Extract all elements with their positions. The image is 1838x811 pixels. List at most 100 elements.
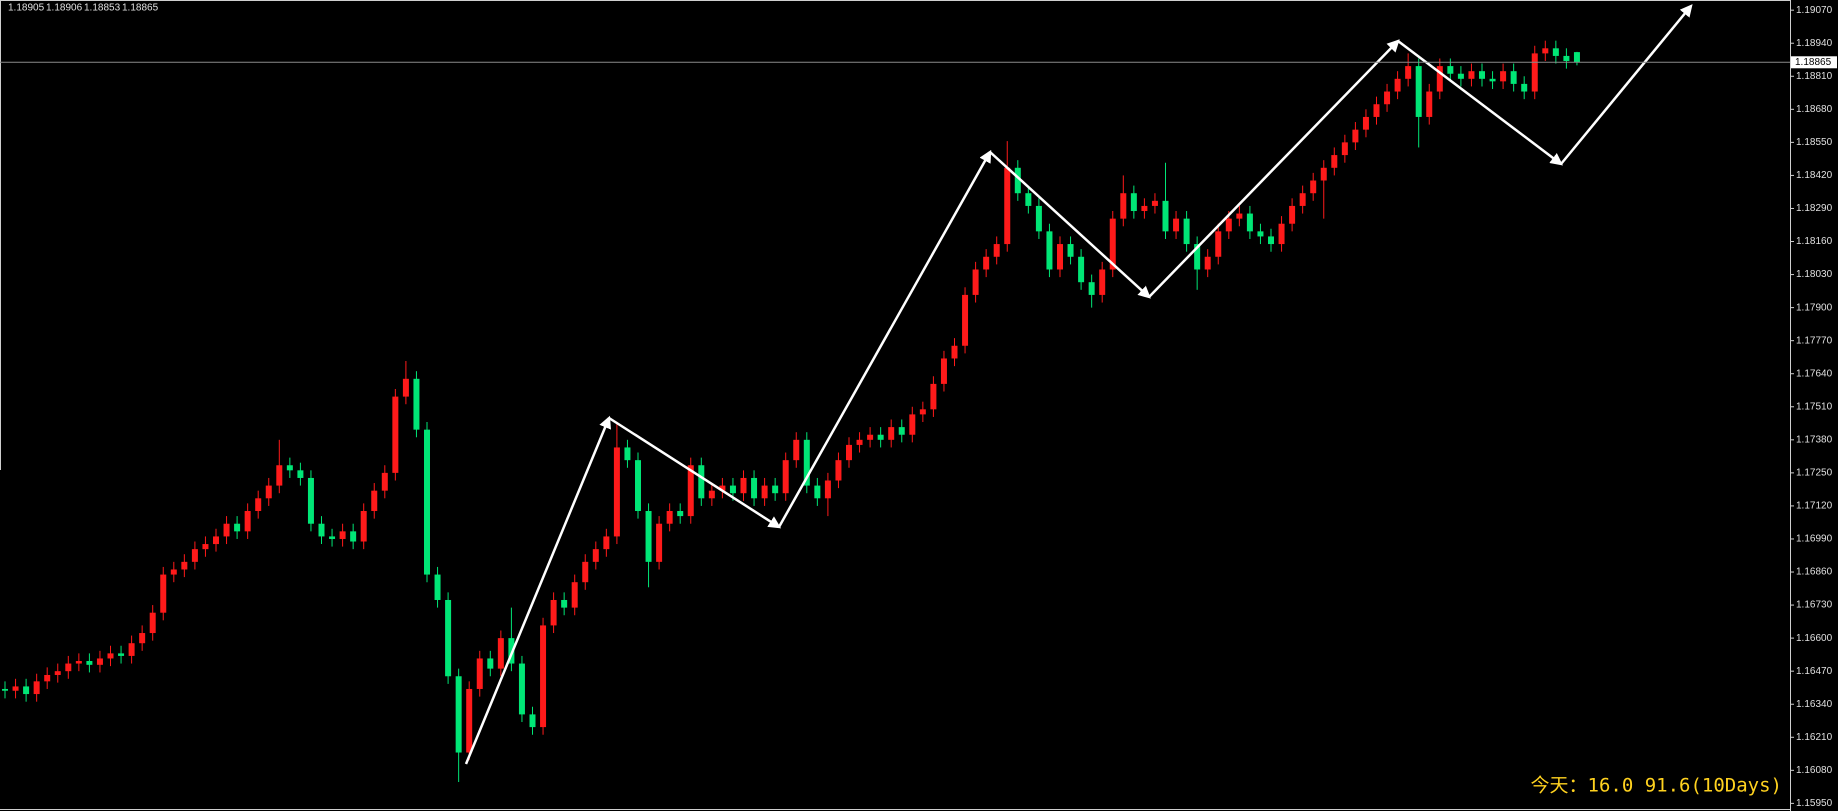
candle-body [550, 599, 557, 626]
candle-body [1405, 66, 1412, 79]
y-tick-label: 1.16470 [1796, 666, 1833, 677]
candle-body [856, 439, 863, 445]
candle-body [244, 511, 251, 532]
candle-body [1278, 223, 1285, 245]
candle-body [719, 485, 726, 491]
candle-body [160, 574, 167, 613]
ohlc-header: 1.18905 1.18906 1.18853 1.18865 [8, 3, 159, 14]
y-tick-label: 1.16990 [1796, 534, 1833, 545]
candle-body [65, 663, 72, 672]
candle-body [1563, 55, 1570, 62]
arrow [989, 151, 1151, 299]
candle-body [1426, 91, 1433, 117]
candle-body [1004, 167, 1011, 245]
candle-body [1362, 116, 1369, 130]
candle-body [1014, 167, 1021, 194]
candle-body [297, 470, 304, 478]
y-tick-label: 1.16860 [1796, 567, 1833, 578]
candle-body [1067, 244, 1074, 257]
y-tick-label: 1.19070 [1796, 5, 1833, 16]
candle-body [666, 511, 673, 524]
candle-body [1500, 71, 1507, 82]
candle-body [708, 490, 715, 499]
candle-body [1384, 91, 1391, 105]
candle-body [993, 244, 1000, 257]
candle-body [149, 612, 156, 634]
candle-body [518, 663, 525, 715]
candle-body [793, 439, 800, 461]
candle-body [635, 460, 641, 512]
candle-body [445, 599, 452, 677]
arrow [608, 416, 782, 529]
candle-body [603, 536, 610, 550]
candle-body [1088, 282, 1095, 295]
candle-body [1299, 193, 1306, 206]
candle-body [677, 511, 684, 517]
candle-body [1246, 213, 1253, 232]
candle-body [1373, 104, 1380, 117]
y-tick-label: 1.16210 [1796, 732, 1833, 743]
candle-body [919, 409, 926, 415]
zigzag-arrows [464, 4, 1693, 765]
y-tick-label: 1.18290 [1796, 203, 1833, 214]
candle-body [930, 383, 937, 410]
candle-body [96, 658, 103, 665]
candle-body [1531, 53, 1538, 92]
candle-body [1183, 218, 1190, 245]
candle-body [23, 686, 30, 695]
candle-body [1236, 213, 1243, 219]
candle-body [350, 531, 357, 542]
candles [2, 40, 1580, 783]
candle-body [962, 294, 969, 346]
candle-body [624, 447, 631, 461]
candle-body [1457, 73, 1464, 79]
y-tick-label: 1.15950 [1796, 798, 1833, 809]
candle-body [909, 414, 916, 435]
candle-body [86, 661, 93, 665]
candle-body [170, 569, 177, 575]
candle-body [782, 460, 789, 494]
candle-body [1046, 231, 1053, 270]
candle-body [318, 523, 325, 537]
candle-body [1194, 244, 1201, 270]
candle-body [223, 523, 230, 537]
candle-body [118, 653, 125, 656]
candle-body [898, 427, 905, 435]
candle-body [772, 485, 779, 494]
ohlc-close: 1.18865 [122, 3, 159, 14]
candle-body [1215, 231, 1222, 257]
candle-body [1120, 193, 1127, 219]
candle-body [1352, 129, 1359, 143]
candle-body [1141, 205, 1148, 212]
candle-body [1542, 48, 1549, 54]
candle-body [33, 681, 40, 695]
candle-body [1331, 155, 1338, 168]
candle-body [54, 671, 61, 675]
candle-body [360, 511, 367, 542]
candle-body [286, 465, 293, 471]
annotation: 今天：16.0 91.6(10Days) [1531, 775, 1782, 797]
y-tick-label: 1.16340 [1796, 699, 1833, 710]
candle-body [1035, 205, 1042, 232]
y-tick-label: 1.16600 [1796, 633, 1833, 644]
candle-body [1025, 193, 1032, 206]
candle-body [940, 358, 947, 384]
candle-body [867, 434, 874, 440]
candle-body [529, 714, 536, 728]
candle-body [613, 447, 620, 537]
candle-body [191, 549, 198, 562]
candle-body [265, 485, 272, 499]
current-price-label: 1.18865 [1795, 57, 1832, 68]
candle-body [424, 429, 430, 575]
candle-body [213, 536, 219, 545]
candle-body [592, 549, 599, 562]
candle-body [497, 638, 504, 669]
candle-body [877, 434, 884, 440]
candle-body [1173, 218, 1180, 232]
candle-body [1099, 269, 1106, 295]
candle-body [1130, 193, 1137, 212]
candle-body [1341, 142, 1348, 156]
candle-body [751, 477, 758, 499]
candle-body [276, 465, 283, 486]
